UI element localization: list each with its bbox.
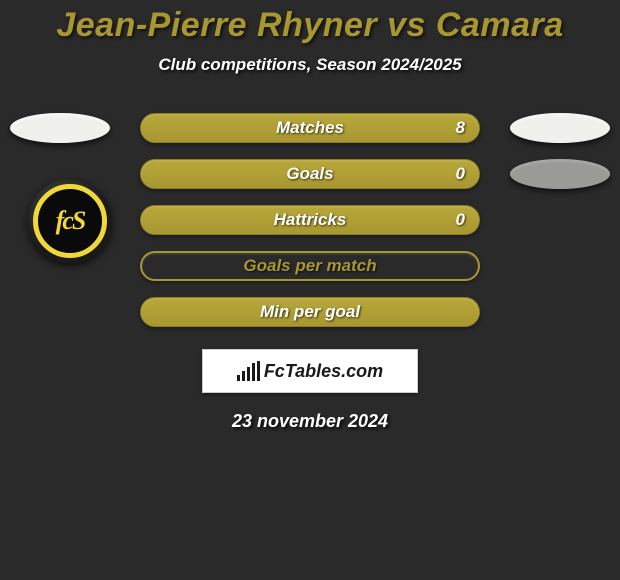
fctables-logo: FcTables.com: [237, 361, 383, 382]
stat-bar-gpm: Goals per match: [140, 251, 480, 281]
stat-bar-hattricks: Hattricks 0: [140, 205, 480, 235]
stat-row-matches: Matches 8: [0, 113, 620, 143]
fctables-bars-icon: [237, 361, 260, 381]
subtitle: Club competitions, Season 2024/2025: [158, 55, 461, 75]
right-oval-2: [510, 159, 610, 189]
stat-bar-matches: Matches 8: [140, 113, 480, 143]
stat-value: 0: [456, 210, 465, 230]
badge-text: fcS: [56, 206, 85, 236]
stat-value: 0: [456, 164, 465, 184]
fctables-attribution[interactable]: FcTables.com: [202, 349, 418, 393]
fctables-label: FcTables.com: [264, 361, 383, 382]
stat-row-mpg: Min per goal: [0, 297, 620, 327]
date-label: 23 november 2024: [232, 411, 388, 432]
right-oval-1: [510, 113, 610, 143]
stat-bar-mpg: Min per goal: [140, 297, 480, 327]
stat-bar-goals: Goals 0: [140, 159, 480, 189]
stat-label: Goals: [286, 164, 333, 184]
stat-label: Goals per match: [243, 256, 376, 276]
left-oval-1: [10, 113, 110, 143]
stat-value: 8: [456, 118, 465, 138]
badge-ring: fcS: [33, 184, 107, 258]
stat-row-gpm: Goals per match: [0, 251, 620, 281]
stat-row-goals: Goals 0: [0, 159, 620, 189]
stat-label: Matches: [276, 118, 344, 138]
stat-row-hattricks: fcS Hattricks 0: [0, 205, 620, 235]
stat-label: Min per goal: [260, 302, 360, 322]
page-title: Jean-Pierre Rhyner vs Camara: [56, 6, 563, 45]
stat-label: Hattricks: [274, 210, 347, 230]
